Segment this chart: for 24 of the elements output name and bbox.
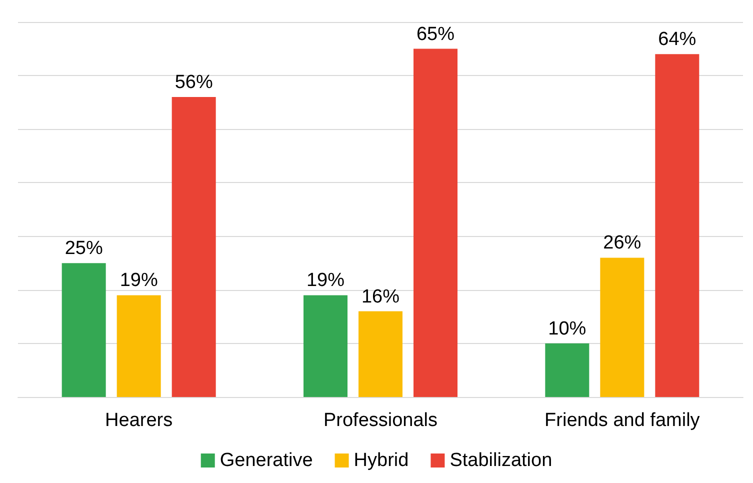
data-label: 26% <box>603 232 642 254</box>
data-label: 64% <box>658 29 696 50</box>
x-tick-label: Professionals <box>323 410 438 431</box>
bar <box>414 48 458 397</box>
bar <box>655 54 700 397</box>
legend-label: Hybrid <box>354 450 409 471</box>
data-label: 10% <box>548 318 586 340</box>
bar <box>304 295 348 397</box>
bar <box>545 343 590 397</box>
data-label: 56% <box>174 72 213 93</box>
bar <box>62 263 106 397</box>
legend-label: Generative <box>220 450 313 471</box>
data-label: 19% <box>306 270 345 292</box>
bar <box>600 258 644 397</box>
data-label: 25% <box>64 238 103 260</box>
x-tick-label: Friends and family <box>544 410 700 431</box>
data-label: 16% <box>361 286 400 308</box>
x-tick-label: Hearers <box>105 410 173 431</box>
bar <box>358 311 402 397</box>
legend-label: Stabilization <box>450 450 552 471</box>
data-label: 19% <box>120 270 158 292</box>
data-label: 65% <box>416 24 455 45</box>
bar <box>116 295 161 397</box>
bar <box>172 97 216 397</box>
